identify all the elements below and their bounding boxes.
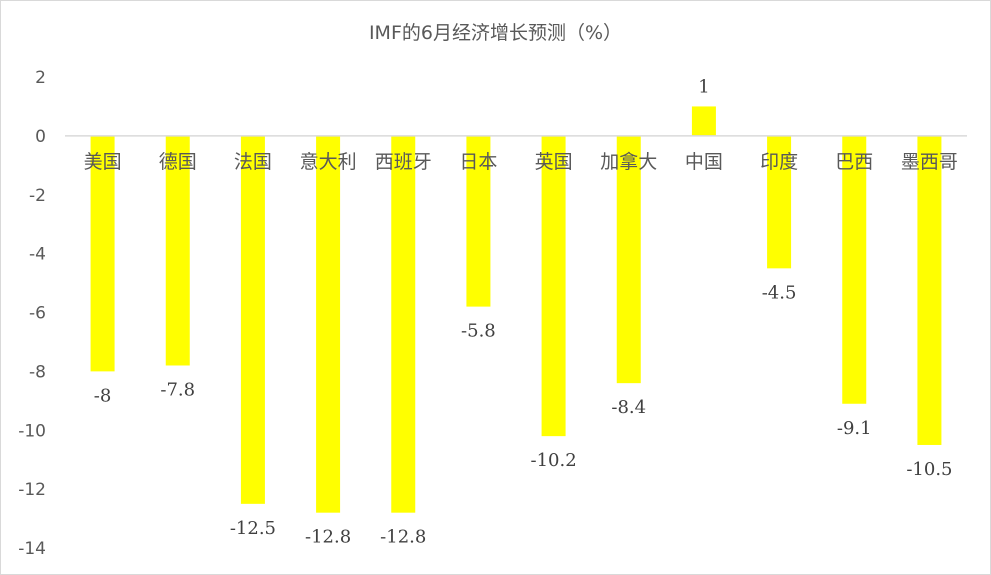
data-label: -8 bbox=[94, 385, 112, 406]
y-tick-label: 2 bbox=[35, 68, 46, 88]
data-label: -8.4 bbox=[611, 397, 646, 418]
data-label: -12.5 bbox=[230, 518, 276, 539]
bar bbox=[240, 135, 265, 504]
data-label: -5.8 bbox=[461, 321, 496, 342]
data-label: -12.8 bbox=[305, 527, 351, 548]
bar bbox=[466, 135, 491, 307]
bar bbox=[165, 135, 190, 366]
data-label: -12.8 bbox=[380, 527, 426, 548]
category-label: 印度 bbox=[760, 151, 798, 173]
bar bbox=[917, 135, 942, 445]
chart-title: IMF的6月经济增长预测（%） bbox=[368, 22, 623, 44]
category-label: 日本 bbox=[459, 151, 497, 173]
y-tick-label: -12 bbox=[18, 480, 46, 500]
data-label: -10.2 bbox=[530, 450, 576, 471]
y-tick-label: -4 bbox=[29, 245, 46, 265]
bar bbox=[767, 135, 792, 269]
y-tick-label: -6 bbox=[29, 304, 46, 324]
y-tick-label: -2 bbox=[29, 186, 46, 206]
data-label: -4.5 bbox=[762, 282, 797, 303]
data-label: 1 bbox=[698, 76, 709, 97]
y-tick-label: -8 bbox=[29, 362, 46, 382]
category-label: 加拿大 bbox=[600, 150, 657, 173]
y-tick-label: -14 bbox=[18, 539, 46, 559]
bar bbox=[842, 135, 867, 404]
category-label: 西班牙 bbox=[375, 151, 432, 173]
y-tick-label: -10 bbox=[18, 421, 46, 441]
data-label: -9.1 bbox=[837, 418, 872, 439]
category-label: 德国 bbox=[159, 151, 197, 173]
category-label: 巴西 bbox=[835, 151, 873, 173]
bar bbox=[691, 106, 716, 136]
category-label: 中国 bbox=[685, 151, 723, 173]
y-tick-label: 0 bbox=[35, 127, 46, 147]
category-label: 法国 bbox=[234, 151, 272, 173]
category-label: 意大利 bbox=[300, 151, 357, 173]
data-label: -7.8 bbox=[160, 379, 195, 400]
bar bbox=[616, 135, 641, 384]
category-label: 英国 bbox=[535, 151, 573, 173]
bar bbox=[90, 135, 115, 372]
category-label: 美国 bbox=[84, 151, 122, 173]
bar bbox=[391, 135, 416, 513]
data-label: -10.5 bbox=[906, 459, 952, 480]
bar bbox=[316, 135, 341, 513]
category-label: 墨西哥 bbox=[901, 151, 958, 173]
bar bbox=[541, 135, 566, 437]
